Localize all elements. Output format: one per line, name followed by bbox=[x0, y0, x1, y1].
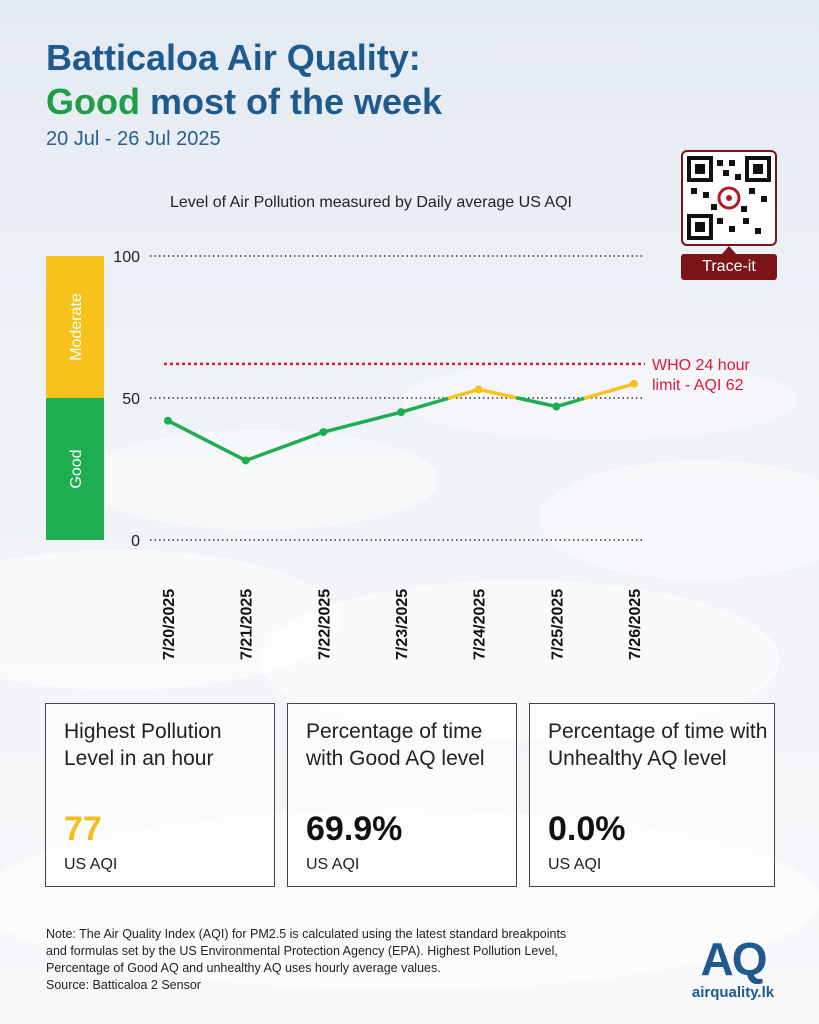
page-title: Batticaloa Air Quality: Good most of the… bbox=[46, 36, 442, 124]
x-tick-label: 7/25/2025 bbox=[549, 589, 566, 660]
band-moderate bbox=[46, 256, 104, 398]
qr-code-icon bbox=[687, 156, 771, 240]
data-point bbox=[552, 402, 561, 411]
airquality-logo[interactable]: AQ airquality.lk bbox=[688, 934, 778, 1001]
y-tick-label: 100 bbox=[113, 249, 140, 266]
qr-pointer bbox=[722, 246, 736, 254]
card-good-percentage: Percentage of time with Good AQ level 69… bbox=[287, 703, 517, 887]
x-tick-label: 7/23/2025 bbox=[394, 589, 411, 660]
logo-mark: AQ bbox=[700, 933, 768, 985]
card-highest-pollution: Highest Pollution Level in an hour 77 US… bbox=[45, 703, 275, 887]
series-segment bbox=[554, 396, 588, 409]
title-line2: Good most of the week bbox=[46, 80, 442, 124]
card-good-unit: US AQI bbox=[306, 856, 360, 873]
series-segment bbox=[447, 387, 481, 400]
date-range: 20 Jul - 26 Jul 2025 bbox=[46, 128, 221, 150]
card-unhealthy-value: 0.0% bbox=[548, 810, 626, 848]
data-point bbox=[319, 428, 328, 437]
card-highest-value: 77 bbox=[64, 810, 102, 848]
card-unhealthy-unit: US AQI bbox=[548, 856, 602, 873]
x-tick-label: 7/26/2025 bbox=[627, 589, 644, 660]
footnote: Note: The Air Quality Index (AQI) for PM… bbox=[46, 926, 676, 994]
qr-code[interactable] bbox=[681, 150, 777, 246]
title-good-word: Good bbox=[46, 81, 140, 122]
title-line1: Batticaloa Air Quality: bbox=[46, 37, 421, 78]
card-highest-unit: US AQI bbox=[64, 856, 118, 873]
card-good-label: Percentage of time with Good AQ level bbox=[306, 720, 485, 770]
band-label-good: Good bbox=[68, 449, 85, 488]
data-point bbox=[241, 456, 250, 465]
x-tick-label: 7/22/2025 bbox=[316, 589, 333, 660]
title-rest: most of the week bbox=[139, 81, 443, 122]
x-tick-label: 7/24/2025 bbox=[472, 589, 489, 660]
card-good-value: 69.9% bbox=[306, 810, 403, 848]
x-tick-label: 7/20/2025 bbox=[161, 589, 178, 660]
series-segment bbox=[515, 396, 559, 409]
note-line3: Percentage of Good AQ and unhealthy AQ u… bbox=[46, 961, 441, 975]
card-unhealthy-label: Percentage of time with Unhealthy AQ lev… bbox=[548, 720, 768, 770]
data-point bbox=[474, 385, 483, 394]
data-point bbox=[397, 408, 405, 417]
logo-text: airquality.lk bbox=[691, 984, 775, 1001]
who-limit-label-line1: WHO 24 hour bbox=[652, 357, 750, 374]
card-unhealthy-percentage: Percentage of time with Unhealthy AQ lev… bbox=[529, 703, 775, 887]
y-tick-label: 0 bbox=[131, 533, 140, 550]
series-segment bbox=[166, 418, 248, 463]
note-line1: Note: The Air Quality Index (AQI) for PM… bbox=[46, 927, 567, 941]
series-segment bbox=[243, 430, 326, 463]
series-segment bbox=[399, 396, 452, 414]
data-point bbox=[164, 416, 172, 425]
band-label-moderate: Moderate bbox=[68, 293, 85, 361]
y-tick-label: 50 bbox=[122, 391, 140, 408]
card-highest-label: Highest Pollution Level in an hour bbox=[64, 720, 222, 770]
data-point bbox=[630, 379, 638, 388]
aqi-line-chart: Good Moderate 0 50 100 WHO 24 hour limit - A… bbox=[46, 249, 750, 660]
series-segment bbox=[321, 410, 403, 434]
source-text: Source: Batticaloa 2 Sensor bbox=[46, 978, 201, 992]
series-segment bbox=[583, 382, 636, 400]
note-line2: and formulas set by the US Environmental… bbox=[46, 944, 558, 958]
x-tick-label: 7/21/2025 bbox=[239, 589, 256, 660]
trace-it-label[interactable]: Trace-it bbox=[681, 254, 777, 280]
chart-title: Level of Air Pollution measured by Daily… bbox=[170, 194, 572, 211]
series-segment bbox=[476, 387, 520, 400]
band-good bbox=[46, 398, 104, 540]
who-limit-label-line2: limit - AQI 62 bbox=[652, 377, 744, 394]
